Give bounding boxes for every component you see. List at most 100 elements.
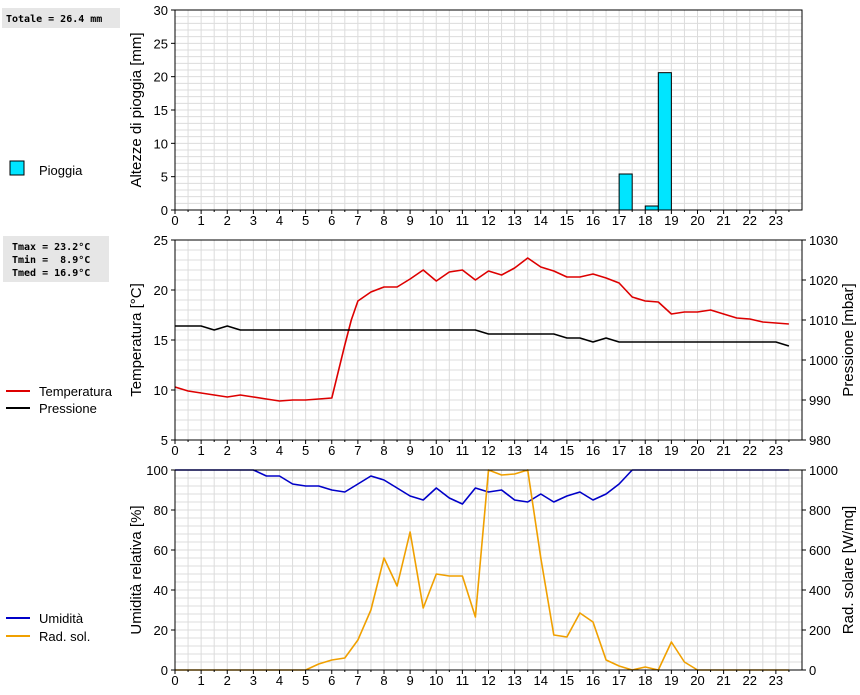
x-tick-label: 20 <box>690 443 704 458</box>
x-tick-label: 21 <box>716 443 730 458</box>
x-tick-label: 19 <box>664 213 678 228</box>
y-axis-label: Altezze di pioggia [mm] <box>128 32 145 187</box>
y-tick-label: 25 <box>154 36 168 51</box>
x-tick-label: 23 <box>769 673 783 688</box>
pressione-series-line <box>175 325 790 347</box>
rain-total-box <box>2 8 120 28</box>
x-tick-label: 10 <box>429 673 443 688</box>
x-tick-label: 10 <box>429 443 443 458</box>
x-tick-label: 8 <box>380 443 387 458</box>
x-tick-label: 17 <box>612 673 626 688</box>
y-tick-label: 25 <box>154 233 168 248</box>
y2-tick-label: 800 <box>809 503 831 518</box>
x-tick-label: 7 <box>354 443 361 458</box>
x-tick-label: 18 <box>638 673 652 688</box>
humidity-radiation-panel: 0 1 2 3 4 5 6 7 8 9 10 11 12 13 14 15 16 17 18 19 20 21 22 2302… <box>128 463 857 688</box>
x-tick-label: 22 <box>743 213 757 228</box>
y-tick-label: 20 <box>154 70 168 85</box>
x-tick-label: 16 <box>586 213 600 228</box>
tmed-text: Tmed = 16.9°C <box>12 268 90 279</box>
y-tick-label: 5 <box>161 433 168 448</box>
legend-hum-label: Umidità <box>39 611 84 626</box>
x-tick-label: 11 <box>456 443 470 458</box>
x-tick-label: 13 <box>507 443 521 458</box>
x-tick-label: 8 <box>380 673 387 688</box>
x-tick-label: 8 <box>380 213 387 228</box>
x-tick-label: 11 <box>456 213 470 228</box>
x-tick-label: 10 <box>429 213 443 228</box>
x-tick-label: 15 <box>560 443 574 458</box>
x-tick-label: 17 <box>612 443 626 458</box>
x-tick-label: 5 <box>302 213 309 228</box>
x-tick-label: 2 <box>224 443 231 458</box>
x-tick-label: 21 <box>716 213 730 228</box>
y2-tick-label: 200 <box>809 623 831 638</box>
legend-rain-label: Pioggia <box>39 163 83 178</box>
x-tick-label: 14 <box>534 673 548 688</box>
y-tick-label: 40 <box>154 583 168 598</box>
y2-tick-label: 400 <box>809 583 831 598</box>
legend-rain-swatch <box>9 160 25 176</box>
y-tick-label: 30 <box>154 3 168 18</box>
x-tick-label: 23 <box>769 443 783 458</box>
x-tick-label: 1 <box>198 443 205 458</box>
x-tick-label: 11 <box>456 673 470 688</box>
x-tick-label: 4 <box>276 443 283 458</box>
y-tick-label: 100 <box>146 463 168 478</box>
x-tick-label: 19 <box>664 673 678 688</box>
temperatura-series-line <box>174 257 789 402</box>
rain-total-text: Totale = 26.4 mm <box>6 14 102 25</box>
rain-bar <box>657 72 672 211</box>
x-tick-label: 12 <box>481 443 495 458</box>
x-tick-label: 9 <box>407 213 414 228</box>
x-tick-label: 6 <box>328 213 335 228</box>
x-tick-label: 15 <box>560 673 574 688</box>
x-tick-label: 13 <box>507 673 521 688</box>
y-axis-label: Umidità relativa [%] <box>128 505 145 634</box>
x-tick-label: 7 <box>354 213 361 228</box>
y-tick-label: 0 <box>161 203 168 218</box>
y2-tick-label: 1000 <box>809 353 838 368</box>
temp-stats-box <box>3 236 109 282</box>
x-tick-label: 21 <box>716 673 730 688</box>
x-tick-label: 16 <box>586 443 600 458</box>
y-tick-label: 5 <box>161 170 168 185</box>
x-tick-label: 0 <box>171 673 178 688</box>
y-tick-label: 60 <box>154 543 168 558</box>
y2-axis-label: Rad. solare [W/mq] <box>840 506 857 634</box>
x-tick-label: 22 <box>743 673 757 688</box>
x-tick-label: 5 <box>302 443 309 458</box>
y-tick-label: 10 <box>154 136 168 151</box>
x-tick-label: 0 <box>171 213 178 228</box>
legend-temp-label: Temperatura <box>39 384 113 399</box>
x-tick-label: 12 <box>481 673 495 688</box>
y-tick-label: 15 <box>154 103 168 118</box>
y-tick-label: 15 <box>154 333 168 348</box>
y2-tick-label: 1010 <box>809 313 838 328</box>
legend-rad-label: Rad. sol. <box>39 629 90 644</box>
y2-tick-label: 990 <box>809 393 831 408</box>
x-tick-label: 3 <box>250 443 257 458</box>
rain-panel: 0 1 2 3 4 5 6 7 8 9 10 11 12 13 14 15 16 17 18 19 20 21 22 2305… <box>128 3 803 228</box>
x-tick-label: 23 <box>769 213 783 228</box>
x-tick-label: 18 <box>638 443 652 458</box>
rain-bar <box>644 205 659 211</box>
x-tick-label: 18 <box>638 213 652 228</box>
tmin-text: Tmin = 8.9°C <box>12 254 90 266</box>
y-tick-label: 20 <box>154 283 168 298</box>
y-tick-label: 20 <box>154 623 168 638</box>
x-tick-label: 9 <box>407 443 414 458</box>
x-tick-label: 6 <box>328 443 335 458</box>
x-tick-label: 22 <box>743 443 757 458</box>
x-tick-label: 7 <box>354 673 361 688</box>
x-tick-label: 3 <box>250 213 257 228</box>
x-tick-label: 12 <box>481 213 495 228</box>
x-tick-label: 4 <box>276 673 283 688</box>
y-tick-label: 80 <box>154 503 168 518</box>
x-tick-label: 5 <box>302 673 309 688</box>
x-tick-label: 13 <box>507 213 521 228</box>
x-tick-label: 19 <box>664 443 678 458</box>
x-tick-label: 14 <box>534 213 548 228</box>
